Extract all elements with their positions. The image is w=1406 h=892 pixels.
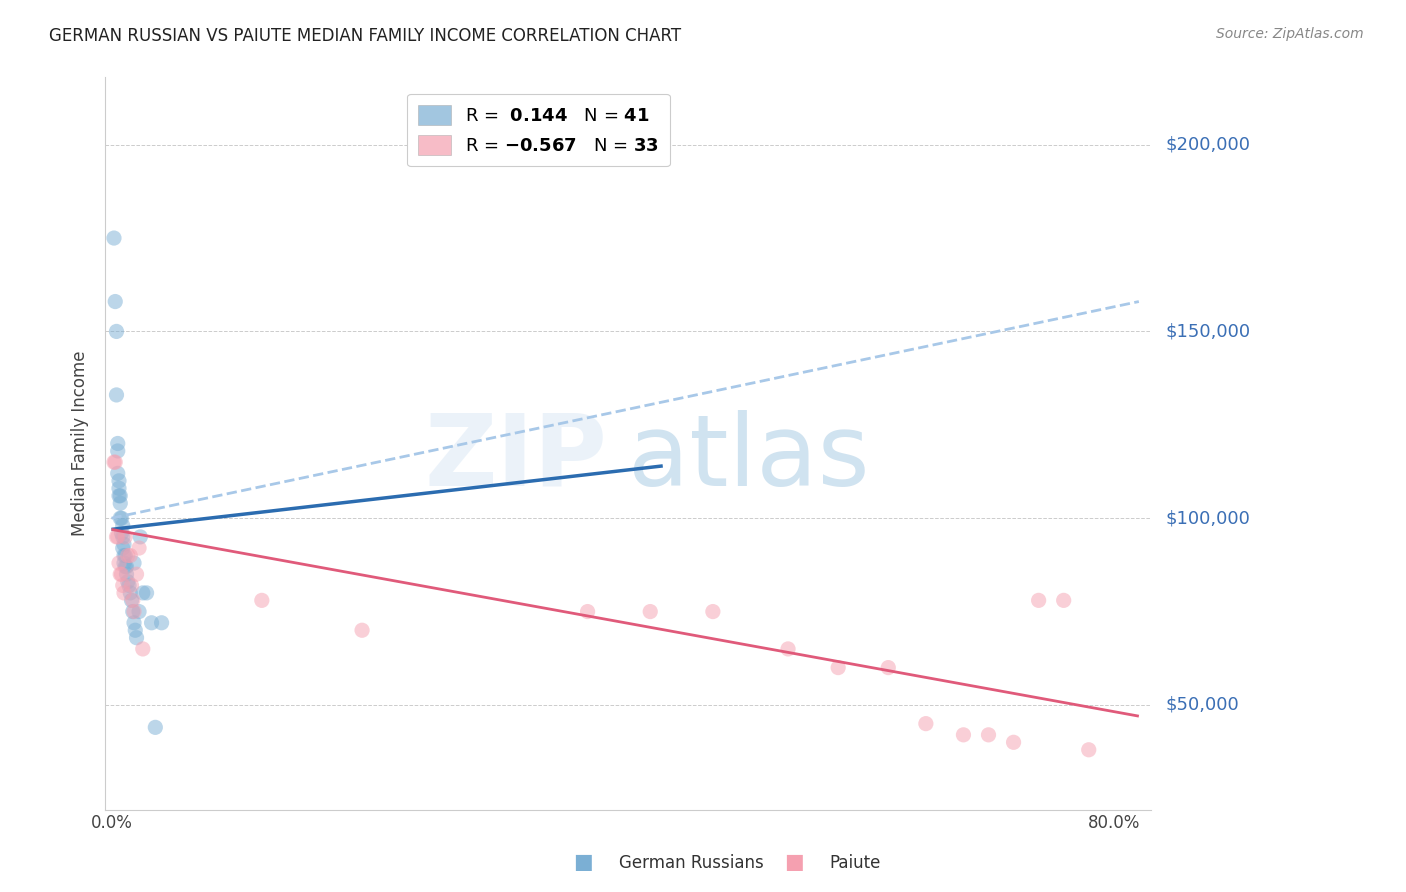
Point	[576, 605, 599, 619]
Point	[1002, 735, 1025, 749]
Point	[110, 511, 132, 525]
Point	[125, 631, 148, 645]
Text: ■: ■	[785, 853, 804, 872]
Point	[110, 511, 132, 525]
Point	[111, 541, 134, 555]
Point	[977, 728, 1000, 742]
Point	[107, 467, 129, 481]
Point	[111, 578, 134, 592]
Point	[120, 586, 142, 600]
Point	[129, 530, 152, 544]
Y-axis label: Median Family Income: Median Family Income	[72, 351, 89, 536]
Point	[103, 231, 125, 245]
Point	[107, 444, 129, 458]
Point	[112, 556, 135, 570]
Point	[827, 660, 849, 674]
Point	[117, 549, 139, 563]
Point	[108, 556, 131, 570]
Point	[952, 728, 974, 742]
Point	[114, 559, 136, 574]
Point	[128, 541, 150, 555]
Text: Paiute: Paiute	[830, 855, 882, 872]
Point	[104, 294, 127, 309]
Point	[135, 586, 157, 600]
Text: $100,000: $100,000	[1166, 509, 1250, 527]
Point	[105, 530, 128, 544]
Point	[128, 605, 150, 619]
Point	[124, 624, 146, 638]
Point	[110, 567, 132, 582]
Text: ZIP: ZIP	[425, 409, 607, 507]
Point	[143, 720, 166, 734]
Point	[108, 489, 131, 503]
Point	[150, 615, 173, 630]
Text: $200,000: $200,000	[1166, 136, 1250, 153]
Point	[112, 586, 135, 600]
Point	[776, 641, 799, 656]
Point	[1077, 743, 1099, 757]
Text: GERMAN RUSSIAN VS PAIUTE MEDIAN FAMILY INCOME CORRELATION CHART: GERMAN RUSSIAN VS PAIUTE MEDIAN FAMILY I…	[49, 27, 682, 45]
Point	[104, 455, 127, 469]
Point	[110, 496, 132, 510]
Point	[103, 455, 125, 469]
Point	[638, 605, 661, 619]
Point	[110, 567, 132, 582]
Legend: R =  $\mathbf{0.144}$   N = $\mathbf{41}$, R = $\mathbf{-0.567}$   N = $\mathbf{: R = $\mathbf{0.144}$ N = $\mathbf{41}$, …	[408, 94, 669, 166]
Point	[111, 518, 134, 533]
Point	[114, 530, 136, 544]
Point	[1053, 593, 1076, 607]
Point	[121, 578, 143, 592]
Point	[115, 559, 138, 574]
Point	[877, 660, 900, 674]
Point	[111, 530, 134, 544]
Text: Source: ZipAtlas.com: Source: ZipAtlas.com	[1216, 27, 1364, 41]
Point	[105, 388, 128, 402]
Point	[108, 474, 131, 488]
Point	[107, 436, 129, 450]
Point	[110, 526, 132, 541]
Text: German Russians: German Russians	[619, 855, 763, 872]
Point	[110, 489, 132, 503]
Point	[132, 641, 155, 656]
Point	[105, 325, 128, 339]
Point	[120, 549, 142, 563]
Point	[132, 586, 155, 600]
Point	[118, 578, 141, 592]
Point	[121, 593, 143, 607]
Text: $150,000: $150,000	[1166, 322, 1250, 341]
Point	[122, 605, 145, 619]
Text: $50,000: $50,000	[1166, 696, 1239, 714]
Text: ■: ■	[574, 853, 593, 872]
Point	[114, 549, 136, 563]
Point	[112, 549, 135, 563]
Text: atlas: atlas	[628, 409, 870, 507]
Point	[115, 567, 138, 582]
Point	[352, 624, 374, 638]
Point	[702, 605, 724, 619]
Point	[121, 593, 143, 607]
Point	[107, 530, 129, 544]
Point	[117, 574, 139, 589]
Point	[122, 556, 145, 570]
Point	[122, 615, 145, 630]
Point	[125, 567, 148, 582]
Point	[1028, 593, 1050, 607]
Point	[121, 605, 143, 619]
Point	[141, 615, 163, 630]
Point	[112, 537, 135, 551]
Point	[915, 716, 938, 731]
Point	[108, 481, 131, 495]
Point	[250, 593, 273, 607]
